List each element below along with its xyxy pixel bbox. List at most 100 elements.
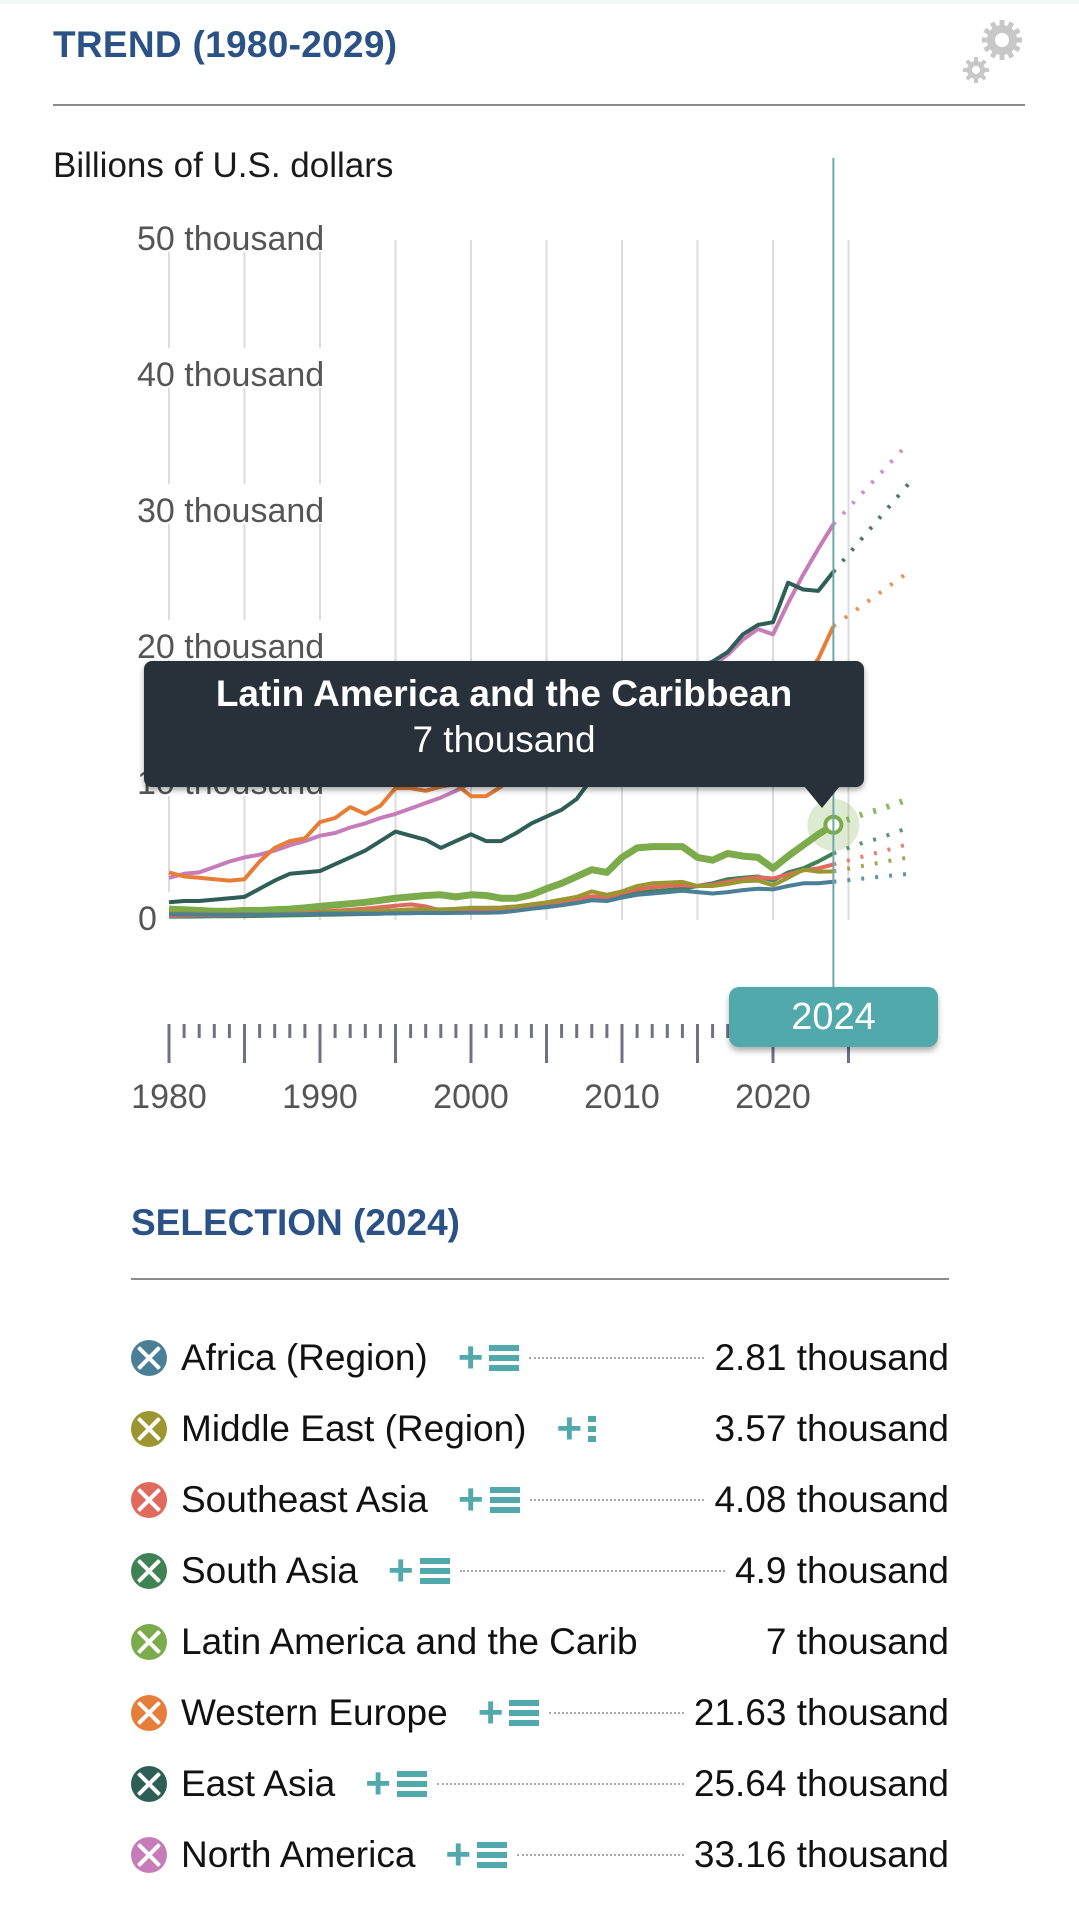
selection-row: Southeast Asia +4.08 thousand [131, 1464, 949, 1535]
region-name: Southeast Asia [181, 1478, 428, 1520]
ytick-bg [132, 348, 367, 388]
dotted-leader [529, 1498, 705, 1501]
plus-icon[interactable]: + [457, 1332, 484, 1382]
trend-title: TREND (1980-2029) [53, 24, 398, 65]
ytick-label: 50 thousand [137, 220, 324, 258]
selection-title: SELECTION (2024) [131, 1202, 460, 1243]
region-name: Middle East (Region) [181, 1407, 527, 1449]
year-slider-handle[interactable]: 2024 [729, 987, 938, 1047]
row-actions: + [457, 1332, 520, 1382]
list-menu-icon[interactable] [477, 1841, 508, 1868]
selection-row: East Asia +25.64 thousand [131, 1748, 949, 1819]
ytick-bg [132, 212, 367, 252]
region-value: 3.57 thousand [714, 1407, 949, 1449]
remove-region-icon[interactable] [131, 1339, 167, 1376]
list-menu-icon[interactable] [489, 1344, 520, 1371]
plus-icon[interactable]: + [387, 1545, 414, 1595]
plus-icon[interactable]: + [457, 1474, 484, 1524]
selection-row: Africa (Region) +2.81 thousand [131, 1322, 949, 1393]
list-menu-icon[interactable] [419, 1557, 450, 1584]
dotted-leader [436, 1782, 684, 1785]
series-africa-region-[interactable] [168, 871, 910, 917]
selection-row: Middle East (Region) +3.57 thousand [131, 1393, 949, 1464]
selection-row: Western Europe +21.63 thousand [131, 1677, 949, 1748]
remove-region-icon[interactable] [131, 1481, 167, 1518]
grid [168, 240, 850, 920]
remove-region-icon[interactable] [131, 1836, 167, 1873]
row-actions: + [457, 1474, 520, 1524]
ytick-bg [132, 484, 367, 524]
xtick-label: 2010 [584, 1078, 660, 1116]
remove-region-icon[interactable] [131, 1410, 167, 1447]
remove-region-icon[interactable] [131, 1552, 167, 1589]
region-name: North America [181, 1833, 416, 1875]
header-divider [53, 104, 1025, 106]
region-value: 33.16 thousand [693, 1833, 949, 1875]
xtick-label: 2020 [735, 1078, 811, 1116]
region-name: Africa (Region) [181, 1336, 428, 1378]
series-projection [831, 482, 911, 574]
y-axis-unit-label: Billions of U.S. dollars [53, 146, 394, 185]
tooltip-value: 7 thousand [412, 719, 596, 760]
tooltip: Latin America and the Caribbean 7 thousa… [144, 661, 864, 787]
ytick-label: 0 [138, 900, 157, 938]
region-value: 2.81 thousand [714, 1336, 949, 1378]
ytick-label: 40 thousand [137, 356, 324, 394]
region-name: East Asia [181, 1762, 336, 1804]
region-name: South Asia [181, 1549, 358, 1591]
remove-region-icon[interactable] [131, 1765, 167, 1802]
list-menu-icon[interactable] [509, 1699, 540, 1726]
plus-icon[interactable]: + [477, 1687, 504, 1737]
selection-row: South Asia +4.9 thousand [131, 1535, 949, 1606]
plus-icon[interactable]: + [445, 1829, 472, 1879]
dotted-leader [529, 1356, 705, 1359]
dotted-leader [549, 1711, 684, 1714]
row-actions: + [477, 1687, 540, 1737]
xtick-label: 2000 [433, 1078, 509, 1116]
top-strip [0, 0, 1079, 4]
ytick-label: 20 thousand [137, 628, 324, 666]
series-projection [831, 441, 911, 526]
row-actions: + [365, 1758, 427, 1808]
xtick-label: 1980 [131, 1078, 207, 1116]
row-actions: + [556, 1403, 597, 1453]
plus-icon[interactable]: + [365, 1758, 391, 1808]
xtick-label: 1990 [282, 1078, 358, 1116]
series-projection [833, 855, 910, 874]
region-name: Latin America and the Carib [181, 1620, 638, 1662]
selection-divider [131, 1278, 949, 1280]
series-projection [832, 570, 911, 628]
selection-row: North America +33.16 thousand [131, 1819, 949, 1890]
ytick-bg [132, 620, 367, 660]
remove-region-icon[interactable] [131, 1623, 167, 1660]
gears-icon[interactable] [950, 12, 1030, 92]
tooltip-pointer [804, 786, 840, 808]
region-value: 7 thousand [765, 1620, 949, 1662]
plus-icon[interactable]: + [556, 1403, 583, 1453]
region-value: 4.08 thousand [714, 1478, 949, 1520]
region-value: 25.64 thousand [693, 1762, 949, 1804]
region-value: 21.63 thousand [693, 1691, 949, 1733]
selection-list: Africa (Region) +2.81 thousand Middle East… [131, 1322, 949, 1890]
list-menu-icon[interactable] [396, 1770, 427, 1797]
series-line[interactable] [168, 879, 834, 917]
selection-row: Latin America and the Carib 7 thousand [131, 1606, 949, 1677]
region-value: 4.9 thousand [735, 1549, 949, 1591]
list-menu-icon[interactable] [489, 1486, 520, 1513]
series-east-asia[interactable] [168, 482, 911, 905]
dotted-leader [517, 1853, 684, 1856]
series-projection [833, 871, 910, 884]
region-name: Western Europe [181, 1691, 448, 1733]
ytick-label: 30 thousand [137, 492, 324, 530]
tooltip-series-name: Latin America and the Caribbean [215, 673, 793, 714]
series-latin-america-and-the-caribbean[interactable] [168, 796, 910, 915]
dotted-leader [459, 1569, 726, 1572]
row-actions: + [387, 1545, 450, 1595]
remove-region-icon[interactable] [131, 1694, 167, 1731]
row-actions: + [445, 1829, 508, 1879]
series-line[interactable] [168, 570, 835, 905]
series-line[interactable] [168, 821, 836, 915]
list-menu-icon[interactable] [588, 1415, 597, 1442]
